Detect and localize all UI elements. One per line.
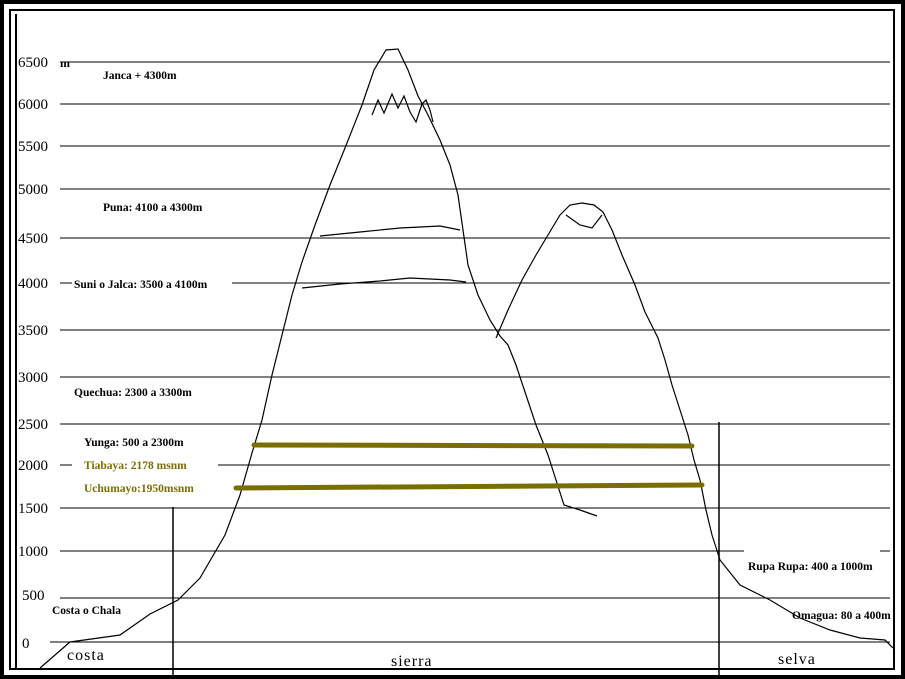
zone-label-janca: Janca + 4300m: [103, 70, 177, 82]
zone-label-quechua: Quechua: 2300 a 3300m: [74, 387, 192, 399]
main-mountain-outline: [39, 48, 598, 669]
inner-frame: [9, 9, 895, 670]
zone-label-uchumayo: Uchumayo:1950msnm: [84, 483, 194, 495]
tick-label-5500: 5500: [18, 139, 48, 155]
tick-label-0: 0: [22, 636, 30, 652]
uchumayo-marker-line: [233, 482, 705, 491]
tick-label-1500: 1500: [18, 501, 48, 517]
region-labels: costa sierra selva: [67, 647, 816, 670]
second-peak-snow-line: [565, 214, 603, 229]
tick-label-6500: 6500: [18, 55, 48, 71]
main-peak-snow-line: [371, 92, 434, 124]
tick-label-6000: 6000: [18, 97, 48, 113]
tick-label-3000: 3000: [18, 370, 48, 386]
zone-label-omagua: Omagua: 80 a 400m: [792, 610, 891, 622]
city-markers: [233, 442, 705, 491]
y-axis-ticks: 6500 6000 5500 5000 4500 4000 3500 3000 …: [18, 55, 48, 652]
contour-4500: [319, 225, 461, 237]
zone-label-tiabaya: Tiabaya: 2178 msnm: [84, 460, 187, 472]
zone-label-puna: Puna: 4100 a 4300m: [103, 202, 203, 214]
zone-labels: Janca + 4300m Puna: 4100 a 4300m Suni o …: [52, 70, 891, 622]
tick-label-2000: 2000: [18, 458, 48, 474]
region-label-selva: selva: [778, 651, 816, 668]
zone-label-yunga: Yunga: 500 a 2300m: [84, 437, 184, 449]
region-label-sierra: sierra: [391, 653, 433, 670]
tick-label-2500: 2500: [18, 417, 48, 433]
region-label-costa: costa: [67, 647, 105, 664]
mountain-profile: [39, 48, 894, 669]
tick-label-1000: 1000: [18, 544, 48, 560]
label-masks: [72, 276, 880, 558]
tick-label-500: 500: [22, 588, 45, 604]
contour-4100: [301, 277, 467, 289]
contour-lines: [301, 225, 467, 289]
axis-unit-label: m: [60, 56, 70, 70]
zone-label-suni: Suni o Jalca: 3500 a 4100m: [74, 279, 208, 291]
altitude-gridlines: [50, 61, 890, 643]
tick-label-3500: 3500: [18, 323, 48, 339]
second-mountain-outline: [495, 202, 894, 649]
tiabaya-marker-line: [251, 442, 695, 449]
tick-label-5000: 5000: [18, 182, 48, 198]
tick-label-4000: 4000: [18, 276, 48, 292]
zone-label-rupa-rupa: Rupa Rupa: 400 a 1000m: [748, 561, 873, 573]
tick-label-4500: 4500: [18, 231, 48, 247]
zone-label-costa-chala: Costa o Chala: [52, 605, 121, 617]
